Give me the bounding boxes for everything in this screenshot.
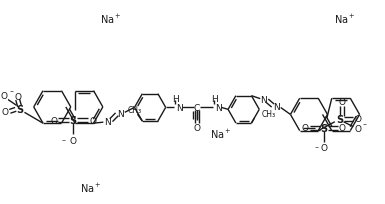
Text: O: O (320, 143, 328, 152)
Text: O: O (355, 125, 362, 134)
Text: S: S (336, 114, 343, 124)
Text: $^{-}$: $^{-}$ (61, 137, 66, 143)
Text: O: O (14, 93, 21, 102)
Text: N: N (215, 103, 222, 112)
Text: N: N (117, 109, 124, 118)
Text: Na$^+$: Na$^+$ (210, 127, 232, 140)
Text: $^{-}$: $^{-}$ (362, 121, 368, 127)
Text: C: C (194, 103, 200, 112)
Text: N: N (176, 103, 183, 112)
Text: O: O (339, 124, 346, 133)
Text: $^{-}$: $^{-}$ (314, 145, 320, 151)
Text: H: H (172, 94, 179, 103)
Text: O: O (0, 92, 7, 101)
Text: Na$^+$: Na$^+$ (80, 181, 102, 194)
Text: N: N (104, 117, 110, 126)
Text: O: O (338, 97, 345, 106)
Text: Na$^+$: Na$^+$ (334, 12, 355, 26)
Text: S: S (16, 105, 23, 115)
Text: Na$^+$: Na$^+$ (100, 12, 122, 26)
Text: O: O (193, 123, 200, 132)
Text: N: N (260, 96, 266, 105)
Text: O: O (302, 124, 309, 133)
Text: O: O (355, 115, 362, 124)
Text: H: H (211, 94, 218, 103)
Text: S: S (320, 123, 328, 133)
Text: CH₃: CH₃ (127, 105, 142, 114)
Text: O: O (50, 116, 57, 125)
Text: S: S (70, 116, 77, 126)
Text: O: O (89, 116, 96, 125)
Text: $^{-}$: $^{-}$ (9, 88, 15, 94)
Text: N: N (273, 103, 280, 111)
Text: O: O (70, 136, 77, 145)
Text: CH₃: CH₃ (261, 109, 275, 118)
Text: O: O (2, 107, 8, 116)
